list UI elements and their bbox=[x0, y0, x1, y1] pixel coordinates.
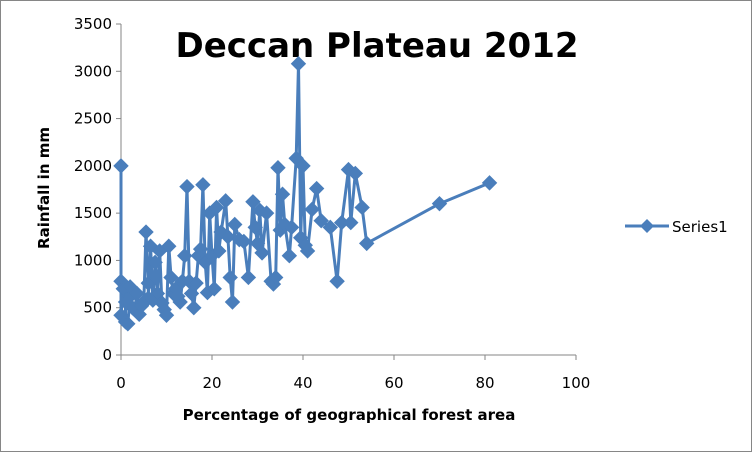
data-point bbox=[179, 178, 195, 195]
y-tick-label: 0 bbox=[102, 346, 112, 364]
x-tick-label: 40 bbox=[293, 374, 312, 392]
data-point bbox=[313, 213, 329, 229]
data-point bbox=[161, 238, 177, 254]
data-point bbox=[358, 235, 375, 252]
legend-label: Series1 bbox=[672, 218, 728, 236]
y-axis-label: Rainfall in mm bbox=[35, 127, 53, 249]
y-tick-label: 2000 bbox=[74, 157, 112, 175]
data-point bbox=[188, 275, 204, 291]
data-point bbox=[147, 254, 163, 271]
data-point bbox=[195, 177, 211, 193]
x-axis-label: Percentage of geographical forest area bbox=[183, 406, 516, 424]
y-tick-label: 3000 bbox=[74, 62, 112, 80]
data-point bbox=[172, 294, 188, 310]
data-point bbox=[186, 300, 202, 316]
data-point bbox=[227, 216, 243, 233]
data-point bbox=[295, 158, 311, 174]
y-tick-label: 500 bbox=[83, 299, 112, 317]
chart-title: Deccan Plateau 2012 bbox=[175, 26, 578, 66]
data-point bbox=[163, 269, 179, 286]
data-point bbox=[431, 195, 448, 212]
data-point bbox=[192, 241, 209, 257]
x-tick-label: 80 bbox=[475, 374, 494, 392]
data-point bbox=[120, 316, 136, 332]
data-point bbox=[281, 247, 298, 264]
data-point bbox=[267, 269, 284, 286]
x-tick-label: 60 bbox=[384, 374, 403, 392]
data-point bbox=[274, 186, 291, 202]
x-tick-label: 0 bbox=[116, 374, 126, 392]
data-point bbox=[247, 219, 263, 236]
data-point bbox=[183, 285, 200, 302]
data-point bbox=[283, 219, 300, 236]
data-point bbox=[245, 194, 261, 210]
data-point bbox=[208, 199, 225, 216]
data-point bbox=[129, 285, 145, 302]
legend-marker bbox=[640, 219, 654, 233]
data-point bbox=[343, 214, 359, 231]
x-tick-label: 100 bbox=[562, 374, 591, 392]
data-point bbox=[138, 224, 154, 240]
data-point bbox=[158, 307, 175, 323]
data-point bbox=[217, 193, 234, 209]
data-point bbox=[481, 175, 498, 191]
legend: Series1 bbox=[625, 218, 728, 236]
data-point bbox=[113, 158, 129, 174]
data-point bbox=[329, 273, 345, 289]
data-point bbox=[308, 180, 325, 197]
data-point bbox=[140, 275, 157, 291]
data-point bbox=[347, 165, 364, 182]
data-point bbox=[224, 294, 241, 310]
y-tick-label: 2500 bbox=[74, 110, 112, 128]
data-point bbox=[322, 219, 339, 236]
data-point bbox=[299, 243, 316, 259]
data-point bbox=[206, 281, 222, 297]
data-point bbox=[222, 269, 238, 286]
data-point bbox=[220, 229, 236, 245]
data-point bbox=[211, 243, 227, 259]
y-tick-label: 1500 bbox=[74, 204, 112, 222]
y-tick-label: 3500 bbox=[74, 15, 112, 33]
data-point bbox=[304, 201, 320, 218]
x-tick-label: 20 bbox=[202, 374, 221, 392]
y-tick-label: 1000 bbox=[74, 251, 112, 269]
data-point bbox=[176, 247, 193, 264]
plot-area: 0 500 1000 1500 2000 2500 3000 3500 0 20 40 60 80 100 bbox=[74, 15, 591, 392]
series-line bbox=[119, 62, 491, 326]
data-point bbox=[290, 56, 307, 72]
data-point bbox=[240, 269, 257, 286]
data-point bbox=[236, 233, 252, 250]
data-point bbox=[258, 205, 275, 221]
data-point bbox=[354, 199, 370, 216]
data-point bbox=[254, 245, 270, 261]
data-point bbox=[270, 160, 286, 176]
